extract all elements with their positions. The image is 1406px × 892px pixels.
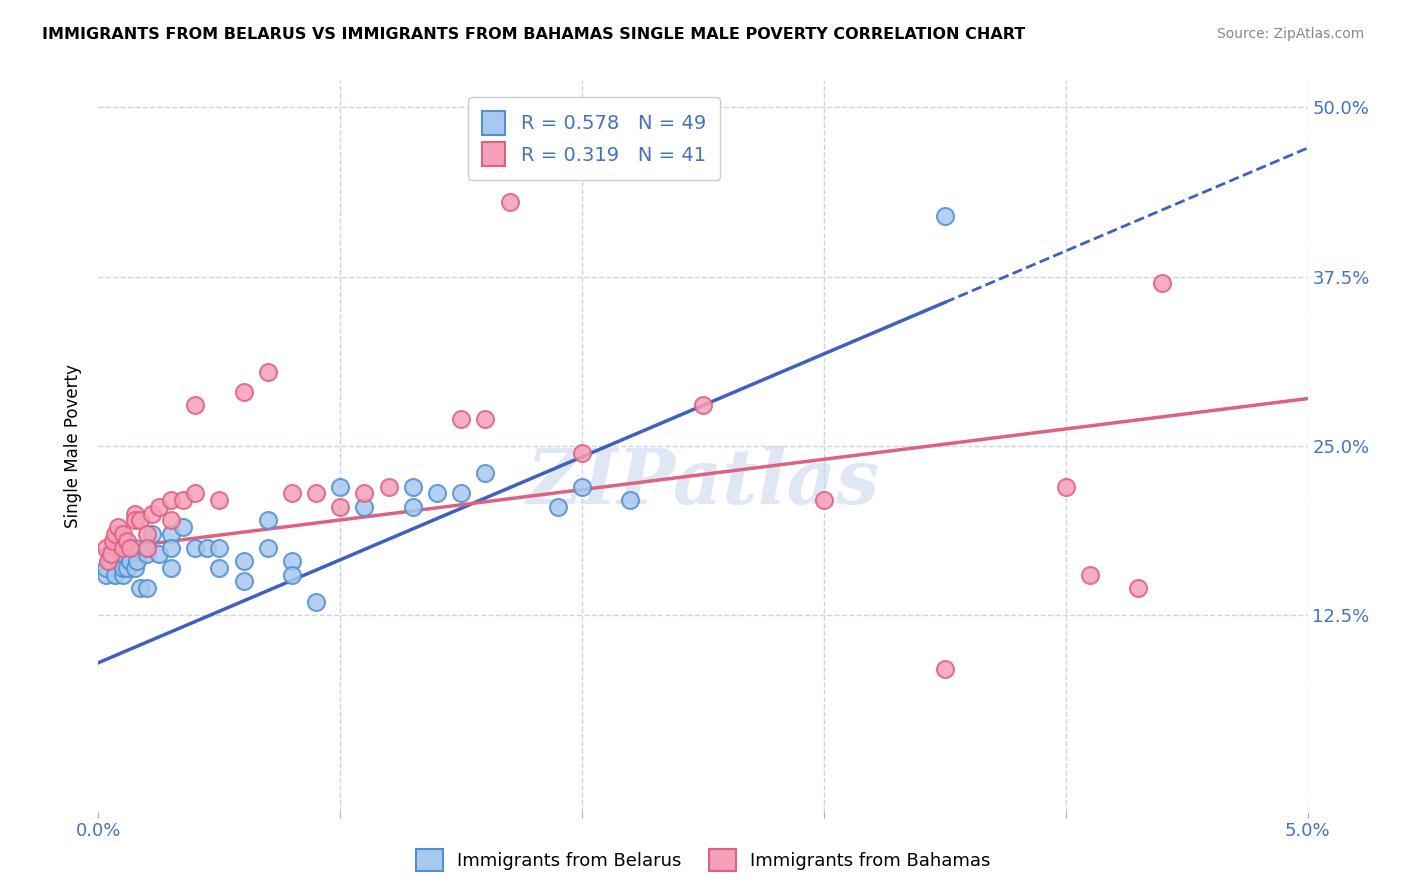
Point — [148, 547, 170, 561]
Point — [160, 561, 183, 575]
Point — [195, 541, 218, 555]
Point — [232, 384, 254, 399]
Point — [281, 554, 304, 568]
Text: ZIPatlas: ZIPatlas — [526, 446, 880, 519]
Point — [208, 541, 231, 555]
Point — [135, 547, 157, 561]
Point — [1078, 567, 1101, 582]
Point — [124, 561, 146, 575]
Point — [117, 561, 139, 575]
Text: IMMIGRANTS FROM BELARUS VS IMMIGRANTS FROM BAHAMAS SINGLE MALE POVERTY CORRELATI: IMMIGRANTS FROM BELARUS VS IMMIGRANTS FR… — [42, 27, 1025, 42]
Point — [184, 398, 207, 412]
Point — [934, 209, 956, 223]
Point — [111, 527, 134, 541]
Point — [107, 541, 129, 555]
Point — [692, 398, 714, 412]
Point — [305, 486, 328, 500]
Point — [160, 514, 183, 528]
Point — [232, 574, 254, 589]
Point — [934, 663, 956, 677]
Point — [402, 480, 425, 494]
Point — [94, 541, 117, 555]
Point — [135, 527, 157, 541]
Point — [100, 554, 122, 568]
Point — [111, 567, 134, 582]
Point — [172, 493, 194, 508]
Point — [1054, 480, 1077, 494]
Point — [547, 154, 569, 169]
Point — [118, 541, 141, 555]
Point — [305, 595, 328, 609]
Point — [571, 480, 593, 494]
Point — [353, 500, 375, 514]
Point — [329, 500, 352, 514]
Point — [160, 493, 183, 508]
Point — [172, 520, 194, 534]
Point — [402, 500, 425, 514]
Text: Source: ZipAtlas.com: Source: ZipAtlas.com — [1216, 27, 1364, 41]
Point — [101, 541, 124, 555]
Legend: R = 0.578   N = 49, R = 0.319   N = 41: R = 0.578 N = 49, R = 0.319 N = 41 — [468, 97, 720, 180]
Point — [160, 541, 183, 555]
Point — [104, 527, 127, 541]
Point — [94, 567, 117, 582]
Point — [135, 541, 157, 555]
Point — [104, 567, 127, 582]
Point — [256, 364, 278, 378]
Point — [329, 480, 352, 494]
Point — [141, 507, 163, 521]
Point — [100, 547, 122, 561]
Point — [97, 554, 120, 568]
Point — [160, 527, 183, 541]
Point — [450, 412, 472, 426]
Point — [353, 486, 375, 500]
Point — [111, 547, 134, 561]
Point — [1128, 581, 1150, 595]
Point — [107, 520, 129, 534]
Point — [148, 500, 170, 514]
Point — [450, 486, 472, 500]
Point — [94, 561, 117, 575]
Point — [141, 527, 163, 541]
Point — [377, 480, 399, 494]
Point — [135, 581, 157, 595]
Point — [124, 541, 146, 555]
Point — [813, 493, 835, 508]
Point — [128, 581, 150, 595]
Y-axis label: Single Male Poverty: Single Male Poverty — [65, 364, 83, 528]
Point — [127, 554, 149, 568]
Point — [281, 567, 304, 582]
Point — [426, 486, 449, 500]
Point — [208, 493, 231, 508]
Point — [184, 486, 207, 500]
Point — [547, 500, 569, 514]
Point — [619, 493, 641, 508]
Point — [118, 554, 141, 568]
Point — [111, 541, 134, 555]
Point — [474, 466, 496, 480]
Point — [135, 541, 157, 555]
Point — [256, 514, 278, 528]
Point — [208, 561, 231, 575]
Point — [474, 412, 496, 426]
Point — [184, 541, 207, 555]
Point — [117, 533, 139, 548]
Point — [281, 486, 304, 500]
Point — [124, 507, 146, 521]
Point — [1152, 277, 1174, 291]
Point — [232, 554, 254, 568]
Point — [124, 514, 146, 528]
Point — [256, 541, 278, 555]
Point — [107, 554, 129, 568]
Point — [100, 547, 122, 561]
Point — [111, 561, 134, 575]
Point — [128, 514, 150, 528]
Point — [571, 446, 593, 460]
Legend: Immigrants from Belarus, Immigrants from Bahamas: Immigrants from Belarus, Immigrants from… — [408, 842, 998, 879]
Point — [498, 195, 520, 210]
Point — [101, 533, 124, 548]
